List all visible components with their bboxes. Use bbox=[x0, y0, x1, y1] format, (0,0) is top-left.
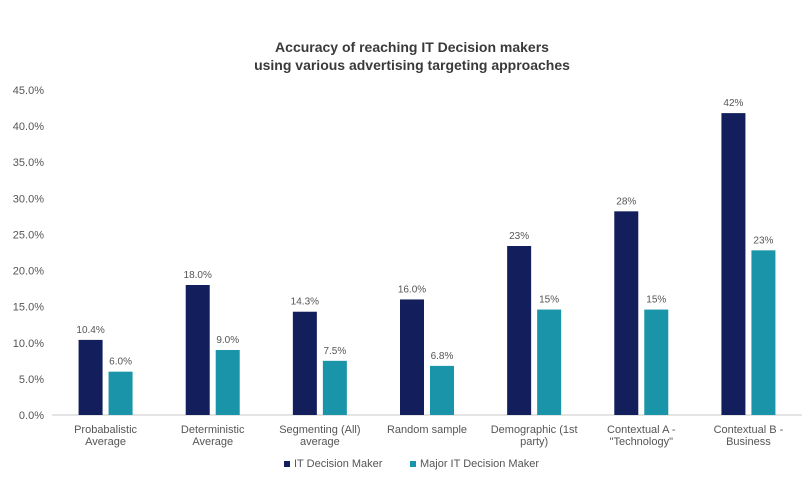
bar-major-it-decision-maker bbox=[537, 309, 562, 415]
category-label: Contextual A - bbox=[607, 424, 676, 436]
data-label: 23% bbox=[509, 231, 529, 242]
legend: IT Decision Maker Major IT Decision Maker bbox=[284, 458, 539, 470]
category-label: Average bbox=[192, 436, 233, 448]
legend-label: Major IT Decision Maker bbox=[420, 458, 539, 470]
y-tick-label: 45.0% bbox=[13, 85, 44, 97]
bar-major-it-decision-maker bbox=[751, 250, 776, 415]
bar-major-it-decision-maker bbox=[430, 365, 454, 415]
category-label: Probabalistic bbox=[74, 424, 137, 436]
y-tick-label: 0.0% bbox=[19, 410, 44, 422]
bar-it-decision-maker bbox=[507, 246, 532, 415]
data-label: 16.0% bbox=[398, 284, 426, 295]
bar-it-decision-maker bbox=[721, 113, 746, 415]
bar-it-decision-maker bbox=[614, 211, 639, 415]
y-tick-label: 25.0% bbox=[13, 229, 44, 241]
category-label: Average bbox=[85, 436, 126, 448]
data-label: 18.0% bbox=[184, 270, 212, 281]
y-tick-label: 30.0% bbox=[13, 193, 44, 205]
legend-swatch bbox=[284, 461, 290, 467]
category-label: Segmenting (All) bbox=[279, 424, 360, 436]
category-label: Deterministic bbox=[181, 424, 245, 436]
y-tick-label: 40.0% bbox=[13, 121, 44, 133]
category-label: "Technology" bbox=[610, 436, 674, 448]
data-label: 15% bbox=[539, 295, 559, 306]
data-label: 14.3% bbox=[291, 297, 319, 308]
data-label: 6.8% bbox=[431, 351, 454, 362]
bars: 10.4% 18.0% 14.3% 16.0% 23% 28% 42% 6.0% 9.0% 7.5… bbox=[76, 98, 776, 415]
y-tick-label: 10.0% bbox=[13, 338, 44, 350]
data-label: 23% bbox=[753, 235, 773, 246]
data-label: 10.4% bbox=[76, 325, 104, 336]
y-axis: 0.0% 5.0% 10.0% 15.0% 20.0% 25.0% 30.0% 35.0% 40… bbox=[13, 85, 44, 422]
category-labels: ProbabalisticAverageDeterministicAverage… bbox=[74, 424, 784, 448]
category-label: Demographic (1st bbox=[491, 424, 578, 436]
bar-it-decision-maker bbox=[185, 285, 210, 415]
bar-it-decision-maker bbox=[78, 339, 103, 415]
data-label: 6.0% bbox=[109, 357, 132, 368]
legend-swatch bbox=[410, 461, 416, 467]
bar-major-it-decision-maker bbox=[215, 350, 240, 415]
data-label: 15% bbox=[646, 295, 666, 306]
y-tick-label: 35.0% bbox=[13, 157, 44, 169]
data-label: 9.0% bbox=[216, 335, 239, 346]
data-label: 7.5% bbox=[323, 346, 346, 357]
y-tick-label: 20.0% bbox=[13, 266, 44, 278]
chart-title-line-2: using various advertising targeting appr… bbox=[254, 57, 570, 73]
bar-major-it-decision-maker bbox=[322, 360, 347, 415]
category-label: Random sample bbox=[387, 424, 467, 436]
category-label: Business bbox=[726, 436, 771, 448]
data-label: 28% bbox=[616, 196, 636, 207]
data-label: 42% bbox=[723, 98, 743, 109]
y-tick-label: 15.0% bbox=[13, 302, 44, 314]
category-label: Contextual B - bbox=[714, 424, 784, 436]
bar-major-it-decision-maker bbox=[644, 309, 669, 415]
category-label: average bbox=[300, 436, 340, 448]
y-tick-label: 5.0% bbox=[19, 374, 44, 386]
bar-it-decision-maker bbox=[400, 299, 424, 415]
bar-major-it-decision-maker bbox=[108, 371, 133, 415]
category-label: party) bbox=[520, 436, 548, 448]
legend-label: IT Decision Maker bbox=[294, 458, 383, 470]
bar-it-decision-maker bbox=[292, 311, 317, 415]
chart-title-line-1: Accuracy of reaching IT Decision makers bbox=[275, 39, 549, 55]
